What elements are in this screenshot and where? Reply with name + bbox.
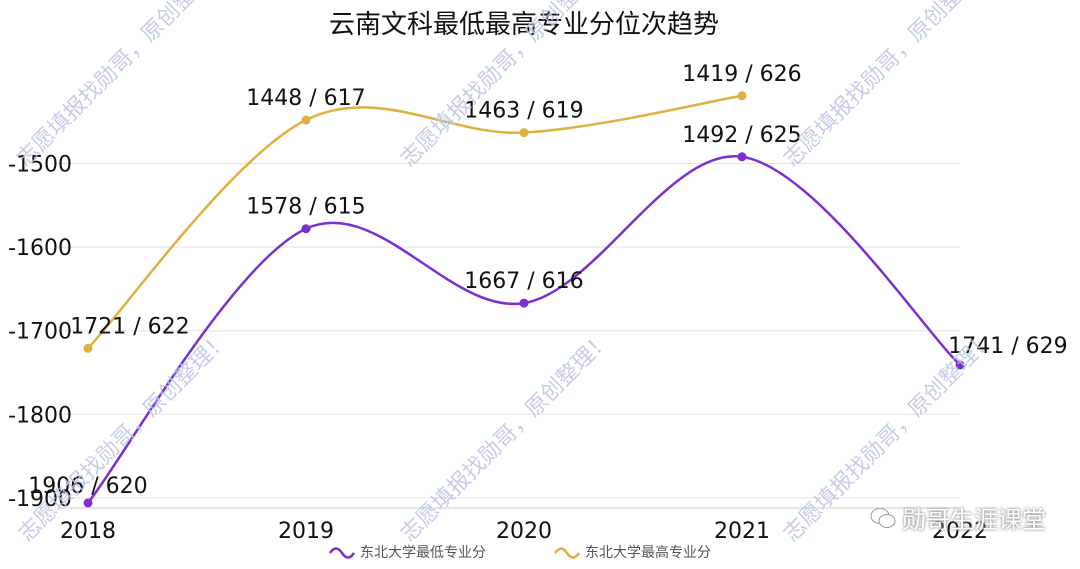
x-tick-label: 2019 [278,519,334,544]
legend-swatch [553,547,581,559]
brand-logo: 勋哥生涯课堂 [870,500,1046,535]
chart-title: 云南文科最低最高专业分位次趋势 [329,10,719,40]
legend-swatch [328,547,356,559]
y-tick-label: -1700 [8,320,72,345]
data-point [301,224,311,234]
y-tick-label: -1500 [8,153,72,178]
data-label: 1463 / 619 [464,99,583,124]
data-label: 1667 / 616 [464,269,583,294]
data-point [519,128,529,138]
data-point [83,498,93,508]
data-label: 1578 / 615 [246,195,365,220]
x-tick-label: 2020 [496,519,552,544]
data-point [737,91,747,101]
series-line [87,94,743,350]
x-tick-label: 2022 [932,519,988,544]
data-point [519,298,529,308]
data-label: 1741 / 629 [948,334,1067,359]
y-tick-label: -1800 [8,403,72,428]
data-label: 1448 / 617 [246,86,365,111]
brand-text: 勋哥生涯课堂 [902,506,1046,534]
wechat-icon [870,507,896,528]
y-tick-label: -1600 [8,236,72,261]
data-label: 1906 / 620 [28,474,147,499]
data-point [83,343,93,353]
data-point [737,152,747,162]
legend-label: 东北大学最高专业分 [585,544,711,561]
data-label: 1492 / 625 [682,123,801,148]
x-tick-label: 2021 [714,519,770,544]
legend-label: 东北大学最低专业分 [360,545,486,561]
x-tick-label: 2018 [60,519,116,544]
data-point [301,115,311,125]
data-label: 1721 / 622 [70,314,189,339]
data-label: 1419 / 626 [682,62,801,87]
data-point [955,360,965,370]
